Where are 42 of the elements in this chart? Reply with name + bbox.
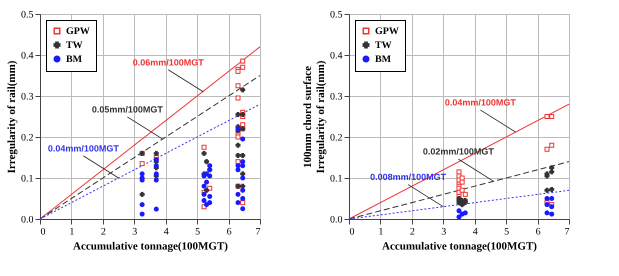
- x-tick-label: 4: [164, 226, 169, 238]
- annotation: 0.06mm/100MGT: [132, 57, 204, 68]
- x-tick-label: 0: [350, 226, 354, 238]
- annotation: 0.04mm/100MGT: [48, 143, 120, 154]
- x-tick-label: 7: [256, 226, 260, 238]
- x-tick-label: 3: [441, 226, 446, 238]
- y-tick-label: 0.5: [330, 10, 342, 20]
- legend-label: BM: [66, 54, 83, 65]
- y-tick-label: 0.4: [330, 50, 342, 62]
- legend-label: GPW: [66, 26, 90, 37]
- x-tick-label: 1: [378, 226, 384, 238]
- y-tick-label: 0.5: [21, 10, 34, 20]
- x-tick-label: 4: [472, 226, 478, 238]
- x-tick-label: 3: [132, 226, 138, 238]
- x-axis-title: Accumulative tonnage(100MGT): [382, 240, 538, 252]
- legend-label: BM: [375, 54, 392, 65]
- x-tick-label: 1: [69, 226, 74, 238]
- x-tick-label: 5: [195, 226, 200, 238]
- y-tick-label: 0.3: [330, 92, 342, 102]
- legend-label: GPW: [375, 26, 399, 37]
- y-tick-label: 0.2: [330, 132, 342, 144]
- x-tick-label: 0: [40, 226, 46, 238]
- x-tick-label: 5: [504, 226, 510, 238]
- legend-label: TW: [375, 40, 392, 51]
- x-tick-label: 2: [410, 226, 415, 238]
- y-tick-label: 0.0: [21, 214, 34, 226]
- x-tick-label: 6: [536, 226, 541, 238]
- y-axis-title: Irregularity of rail(mm): [6, 60, 18, 174]
- x-tick-label: 2: [100, 226, 106, 238]
- legend-label: TW: [66, 40, 83, 51]
- y-tick-label: 0.0: [330, 214, 342, 226]
- x-axis-title: Accumulative tonnage(100MGT): [73, 240, 228, 252]
- x-tick-label: 7: [564, 226, 570, 238]
- y-axis-title: 100mm chord surface Irregularity of rail(mm): [302, 60, 327, 174]
- y-tick-label: 0.3: [21, 92, 34, 102]
- annotation: 0.04mm/100MGT: [444, 97, 516, 108]
- y-tick-label: 0.1: [330, 174, 342, 184]
- annotation: 0.05mm/100MGT: [92, 104, 164, 114]
- x-tick-label: 6: [226, 226, 232, 238]
- y-tick-label: 0.2: [21, 132, 34, 144]
- y-tick-label: 0.4: [21, 50, 34, 62]
- y-tick-label: 0.1: [21, 174, 34, 184]
